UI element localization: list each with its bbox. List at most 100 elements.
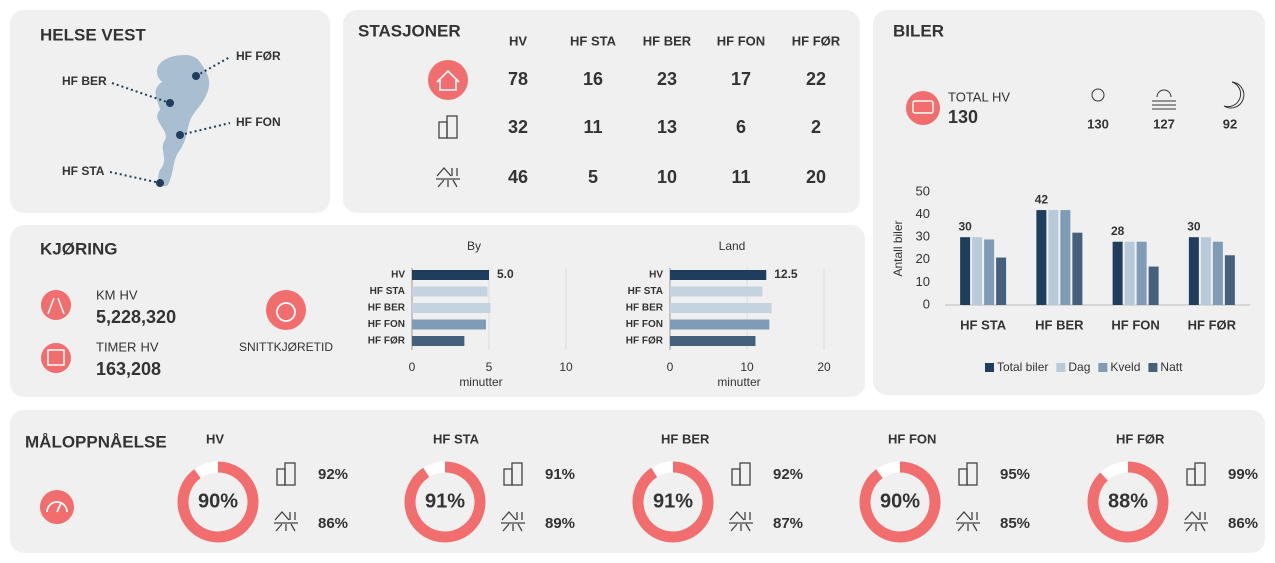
- bar: [1112, 241, 1123, 305]
- dot: [166, 99, 174, 107]
- y-tick-label: 50: [916, 183, 930, 198]
- ring: [632, 461, 714, 543]
- leader: [111, 82, 171, 104]
- unit-name: HF BER: [661, 431, 710, 446]
- column-header: HF FON: [717, 33, 765, 48]
- building-icon: [731, 462, 751, 486]
- data-label: 28: [1111, 224, 1125, 238]
- farm-icon: [956, 511, 980, 532]
- panel-title: HELSE VEST: [40, 25, 146, 44]
- station-value: 22: [806, 69, 826, 89]
- station-value: 78: [508, 69, 528, 89]
- map-leaders: [109, 56, 231, 184]
- unit-name: HF STA: [433, 431, 480, 446]
- city-value: 91%: [545, 466, 575, 483]
- category-label: HF FON: [368, 319, 405, 330]
- bar: [1072, 232, 1083, 305]
- column-header: HF STA: [570, 33, 617, 48]
- bar: [1048, 210, 1059, 305]
- chart-title: Land: [719, 239, 746, 253]
- map-dots: [156, 72, 200, 187]
- city-value: 92%: [318, 466, 348, 483]
- legend-swatch: [1148, 363, 1158, 372]
- bar: [1188, 237, 1199, 305]
- category-label: HV: [391, 270, 405, 281]
- bar: [972, 237, 983, 305]
- bar: [412, 286, 488, 297]
- bar: [1148, 266, 1159, 305]
- building-icon: [276, 462, 296, 486]
- avg-label: SNITTKJØRETID: [239, 340, 333, 354]
- ring-label: 90%: [198, 490, 238, 512]
- icon-part: [284, 462, 296, 486]
- timer-icon: [276, 302, 296, 322]
- ring-label: 90%: [880, 490, 920, 512]
- rural-value: 89%: [545, 515, 575, 532]
- data-label: 30: [1187, 219, 1201, 233]
- category-label: HF BER: [368, 303, 406, 314]
- x-tick-label: 10: [559, 360, 573, 374]
- category-label: HF BER: [626, 303, 664, 314]
- icon: [40, 490, 74, 524]
- bar: [996, 257, 1007, 305]
- rural-value: 86%: [1228, 515, 1258, 532]
- unit-name: HV: [206, 431, 224, 446]
- shift-value: 92: [1223, 116, 1237, 131]
- station-value: 23: [657, 69, 677, 89]
- rural-value: 86%: [318, 515, 348, 532]
- km-value: 5,228,320: [96, 307, 176, 327]
- total-suffix: HV: [992, 89, 1010, 104]
- map-label: HF BER: [62, 74, 107, 88]
- leader: [109, 171, 161, 184]
- farm-icon: [436, 167, 460, 188]
- ring: [1087, 461, 1169, 543]
- hours-value: 163,208: [96, 359, 161, 379]
- icon-part: [1184, 511, 1208, 532]
- x-axis-label: minutter: [717, 375, 760, 389]
- column-header: HF BER: [643, 33, 692, 48]
- total-value: 130: [948, 107, 978, 127]
- ring-label: 91%: [653, 490, 693, 512]
- panel: [10, 410, 1265, 553]
- bar: [670, 336, 756, 346]
- truck-icon: [912, 100, 934, 114]
- bar: [1200, 237, 1211, 305]
- data-label: 5.0: [497, 267, 514, 281]
- rural-value: 85%: [1000, 515, 1030, 532]
- legend-label: Total biler: [997, 360, 1048, 374]
- bar: [412, 303, 491, 313]
- map-label: HF FØR: [236, 49, 281, 63]
- column-header: HV: [509, 33, 527, 48]
- farm-icon: [274, 511, 298, 532]
- icon: [428, 60, 468, 100]
- bar: [1060, 210, 1071, 305]
- city-value: 95%: [1000, 466, 1030, 483]
- bar: [960, 237, 971, 305]
- total-label: TOTAL: [948, 89, 989, 104]
- unit-name: HF FON: [888, 431, 936, 446]
- leader: [195, 56, 231, 77]
- panel-title: STASJONER: [358, 21, 461, 40]
- icon-part: [956, 511, 980, 532]
- x-tick-label: 10: [740, 360, 754, 374]
- icon: [266, 290, 306, 330]
- ring-label: 91%: [425, 490, 465, 512]
- bar: [984, 239, 995, 305]
- x-tick-label: HF BER: [1035, 317, 1084, 332]
- dot: [176, 131, 184, 139]
- dot: [192, 72, 200, 80]
- leader: [179, 122, 231, 136]
- legend-label: Dag: [1068, 360, 1090, 374]
- bar: [412, 270, 489, 280]
- station-value: 20: [806, 167, 826, 187]
- category-label: HF FØR: [368, 336, 406, 347]
- station-value: 46: [508, 167, 528, 187]
- ring: [177, 461, 259, 543]
- shift-value: 130: [1087, 116, 1109, 131]
- category-label: HF STA: [370, 286, 405, 297]
- km-label: KM: [96, 287, 116, 302]
- legend-label: Natt: [1160, 360, 1183, 374]
- dot: [156, 179, 164, 187]
- bar: [1036, 210, 1047, 305]
- sunset-icon: [1152, 89, 1176, 110]
